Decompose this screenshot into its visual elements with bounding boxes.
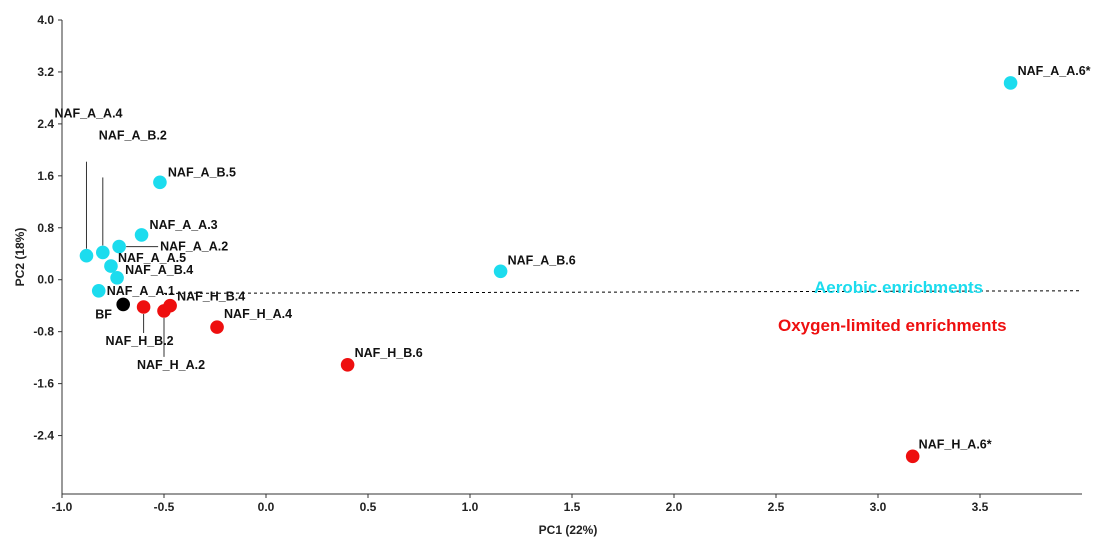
point-naf-h-a-6 [905,449,920,464]
point-naf-a-a-6 [1003,76,1018,90]
point-naf-a-b-2 [96,245,110,260]
y-tick-label: 0.8 [37,221,54,235]
label-naf-h-b-4: NAF_H_B.4 [177,290,245,304]
x-tick-label: -1.0 [52,500,73,514]
y-axis-title: PC2 (18%) [13,228,27,287]
label-naf-h-a-6: NAF_H_A.6* [919,437,992,451]
point-naf-a-b-6 [493,264,508,279]
label-naf-a-a-1: NAF_A_A.1 [107,284,175,298]
x-tick-label: 3.0 [870,500,887,514]
point-naf-h-b-2 [136,300,151,314]
point-naf-a-a-2 [112,239,126,254]
label-naf-h-a-2: NAF_H_A.2 [137,358,205,372]
label-naf-a-a-3: NAF_A_A.3 [150,218,218,232]
x-tick-label: 2.5 [768,500,785,514]
point-naf-a-b-5 [153,175,167,190]
x-tick-label: 0.5 [360,500,377,514]
y-tick-label: 0.0 [37,273,54,287]
x-tick-label: 1.0 [462,500,479,514]
x-tick-label: -0.5 [154,500,175,514]
y-tick-label: -0.8 [33,325,54,339]
x-tick-label: 3.5 [972,500,989,514]
label-naf-h-b-6: NAF_H_B.6 [355,346,423,360]
label-naf-a-a-4: NAF_A_A.4 [54,107,122,121]
point-bf [116,297,130,312]
label-naf-h-a-4: NAF_H_A.4 [224,307,292,321]
leader-lines [85,161,165,357]
x-tick-label: 2.0 [666,500,683,514]
point-naf-a-a-3 [134,228,149,242]
y-tick-label: 3.2 [37,65,54,79]
y-tick-label: -2.4 [33,429,54,443]
point-naf-a-a-1 [91,283,106,298]
label-naf-a-b-6: NAF_A_B.6 [508,253,576,267]
y-tick-label: -1.6 [33,377,54,391]
point-naf-h-b-4 [163,298,177,313]
point-naf-a-b-4 [110,270,124,285]
point-labels: NAF_A_A.6* NAF_A_B.5 NAF_A_A.4 NAF_A_B.2 NAF… [54,64,1090,451]
x-tick-label: 1.5 [564,500,581,514]
label-naf-a-b-2: NAF_A_B.2 [99,128,167,142]
point-naf-h-b-6 [340,357,355,372]
label-naf-a-a-6: NAF_A_A.6* [1018,64,1091,78]
point-naf-h-a-4 [210,320,224,334]
annotation-aerobic: Aerobic enrichments [814,278,983,297]
x-axis-title: PC1 (22%) [539,523,598,537]
annotation-oxygen-limited: Oxygen-limited enrichments [778,316,1007,335]
point-naf-a-a-4 [79,248,94,263]
y-tick-label: 2.4 [37,117,54,131]
y-tick-label: 1.6 [37,169,54,183]
label-naf-a-a-2: NAF_A_A.2 [160,240,228,254]
ticks: -1.0 -0.5 0.0 0.5 1.0 1.5 2.0 2.5 3.0 3.5 4.0 3.2 2.… [33,13,988,514]
x-tick-label: 0.0 [258,500,275,514]
label-naf-a-a-5: NAF_A_A.5 [118,251,186,265]
label-naf-h-b-2: NAF_H_B.2 [106,334,174,348]
label-naf-a-b-4: NAF_A_B.4 [125,263,193,277]
label-naf-a-b-5: NAF_A_B.5 [168,165,236,179]
point-naf-a-a-5 [104,259,118,273]
data-points [79,76,1018,464]
label-bf: BF [95,307,112,321]
y-tick-label: 4.0 [37,13,54,27]
